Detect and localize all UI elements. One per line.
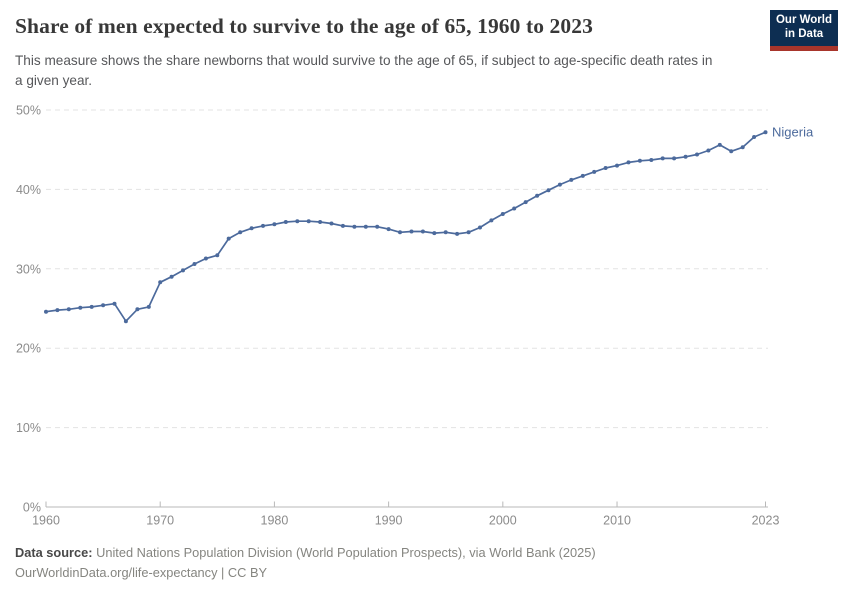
data-point[interactable] [455,231,460,236]
data-point[interactable] [649,158,654,162]
data-point[interactable] [101,303,106,308]
line-chart[interactable]: 0% 10% 20% 30% 40% 50% 1960 1970 1980 1990 2000 201… [0,0,850,540]
x-tick-label-1960: 1960 [32,514,60,528]
data-point[interactable] [409,229,414,234]
data-point[interactable] [626,160,631,165]
data-point[interactable] [215,253,220,258]
y-tick-label-0: 0% [23,501,41,515]
data-point[interactable] [55,308,60,313]
data-point[interactable] [729,149,734,154]
data-point[interactable] [375,224,380,229]
nigeria-series[interactable] [44,130,768,324]
series-end-label[interactable]: Nigeria [772,125,814,140]
data-point[interactable] [637,158,642,163]
x-tick-label-2000: 2000 [489,514,517,528]
data-point[interactable] [740,145,745,150]
data-point[interactable] [763,130,768,135]
data-point[interactable] [158,280,163,285]
owid-logo-line1: Our World [775,14,832,27]
y-tick-label-10: 10% [16,421,41,435]
data-point[interactable] [592,169,597,174]
data-point[interactable] [695,152,699,157]
owid-logo-line2: in Data [784,28,824,40]
data-point[interactable] [261,223,265,228]
data-point[interactable] [123,319,128,324]
chart-footer: Data source: United Nations Population D… [15,543,596,583]
data-point[interactable] [306,219,311,224]
y-tick-label-50: 50% [16,104,41,118]
data-point[interactable] [295,219,300,224]
data-point[interactable] [546,188,551,193]
data-point[interactable] [340,223,345,228]
data-point[interactable] [272,222,277,227]
data-point[interactable] [203,256,208,261]
y-tick-label-20: 20% [16,342,41,356]
x-tick-label-1970: 1970 [146,514,174,528]
data-source-text: United Nations Population Division (Worl… [96,545,596,560]
data-point[interactable] [683,154,688,159]
data-point[interactable] [192,262,197,266]
chart-subtitle: This measure shows the share newborns th… [15,53,713,88]
x-tick-label-1980: 1980 [261,514,289,528]
data-point[interactable] [363,224,368,229]
data-point[interactable] [717,142,722,147]
data-point[interactable] [249,226,254,231]
data-point[interactable] [603,166,608,170]
data-point[interactable] [478,225,482,230]
data-point[interactable] [615,163,619,168]
data-point[interactable] [535,193,540,198]
data-point[interactable] [569,177,574,182]
data-point[interactable] [386,227,391,232]
data-point[interactable] [66,307,71,312]
chart-title: Share of men expected to survive to the … [15,14,593,38]
data-point[interactable] [169,274,174,279]
data-source-label: Data source: [15,545,93,560]
data-point[interactable] [432,231,437,236]
data-point[interactable] [89,304,94,309]
data-point[interactable] [135,307,140,312]
y-tick-label-30: 30% [16,262,41,276]
data-point[interactable] [329,221,334,226]
data-point[interactable] [283,220,288,224]
x-tick-label-2023: 2023 [752,514,780,528]
data-point[interactable] [512,206,517,211]
series-line[interactable] [45,131,767,323]
data-point[interactable] [489,218,494,223]
data-point[interactable] [752,135,757,139]
owid-logo[interactable]: Our World in Data [770,10,838,51]
data-point[interactable] [318,220,323,224]
data-point[interactable] [226,236,231,241]
data-point[interactable] [523,200,528,205]
data-point[interactable] [420,229,425,234]
x-tick-label-1990: 1990 [375,514,403,528]
data-point[interactable] [112,301,117,306]
x-tick-label-2010: 2010 [603,514,631,528]
data-point[interactable] [238,230,243,235]
license-line[interactable]: OurWorldinData.org/life-expectancy | CC … [15,564,268,580]
data-point[interactable] [660,156,665,161]
data-point[interactable] [557,182,562,187]
data-point[interactable] [181,268,185,273]
data-point[interactable] [146,304,151,309]
data-point[interactable] [44,309,48,314]
data-point[interactable] [443,230,448,235]
data-point[interactable] [398,230,402,235]
data-point[interactable] [352,224,357,229]
data-point[interactable] [672,156,677,161]
data-point[interactable] [580,173,585,178]
data-source-line: Data source: United Nations Population D… [15,543,596,563]
y-tick-label-40: 40% [16,183,41,197]
data-point[interactable] [706,148,711,153]
data-point[interactable] [78,305,83,310]
data-point[interactable] [500,212,505,216]
data-point[interactable] [466,230,471,235]
